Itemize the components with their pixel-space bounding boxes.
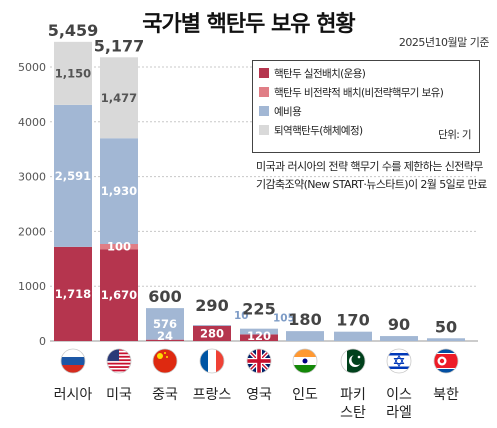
chart-title: 국가별 핵탄두 보유 현황 <box>142 12 355 37</box>
china-flag <box>153 349 177 373</box>
bar-segment-reserve <box>334 331 372 341</box>
segment-label: 2,591 <box>55 169 91 183</box>
category-label: 이스 <box>386 387 412 403</box>
category-label: 스탄 <box>340 405 366 421</box>
category-label: 중국 <box>152 387 178 403</box>
north-korea-flag-rim <box>433 348 459 374</box>
bar-segment-deployed <box>54 246 92 341</box>
legend-label-retired: 퇴역핵탄두(해체예정) <box>274 124 363 137</box>
bar-segment-reserve <box>240 328 278 335</box>
legend-swatch-reserve <box>259 106 269 116</box>
bar-segment-reserve <box>100 138 138 245</box>
total-label: 90 <box>388 315 410 334</box>
legend-swatch-deployed <box>259 68 269 78</box>
legend: 핵탄두 실전배치(운용) 핵탄두 비전략적 배치(비전략핵무기 보유) 예비용 … <box>252 60 480 153</box>
segment-label: 120 <box>247 329 271 343</box>
bar-segment-deployed <box>240 334 278 341</box>
category-label: 파키 <box>340 387 366 403</box>
unit-label: 단위: 기 <box>438 129 471 141</box>
israel-flag-rim <box>386 348 412 374</box>
category-label: 미국 <box>106 387 132 403</box>
total-label: 5,459 <box>48 21 99 40</box>
category-label: 라엘 <box>386 405 412 421</box>
bar-segment-reserve <box>427 338 465 341</box>
legend-item-non-deployed: 핵탄두 비전략적 배치(비전략핵무기 보유) <box>259 84 444 100</box>
israel-flag <box>387 349 411 373</box>
france-flag-rim <box>199 348 225 374</box>
bar-segment-non-deployed <box>100 244 138 250</box>
uk-flag-rim <box>246 348 272 374</box>
segment-label: 576 <box>153 317 177 331</box>
bar-segment-retired <box>54 41 92 105</box>
y-tick-label: 0 <box>39 335 46 348</box>
total-label: 225 <box>242 300 275 319</box>
category-label: 북한 <box>433 387 459 403</box>
category-label: 프랑스 <box>193 387 232 403</box>
legend-label-non-deployed: 핵탄두 비전략적 배치(비전략핵무기 보유) <box>274 86 444 99</box>
y-tick-label: 2000 <box>18 225 46 238</box>
north-korea-flag <box>434 349 458 373</box>
total-label: 180 <box>288 310 321 329</box>
legend-swatch-retired <box>259 125 269 135</box>
category-label: 영국 <box>246 387 272 403</box>
bar-segment-retired <box>100 57 138 139</box>
segment-label: 10 <box>234 310 249 322</box>
russia-flag <box>61 349 85 373</box>
bar-segment-deployed <box>146 339 184 341</box>
bar-segment-deployed <box>193 325 231 341</box>
segment-label: 280 <box>200 326 224 340</box>
legend-label-deployed: 핵탄두 실전배치(운용) <box>274 67 366 80</box>
legend-label-reserve: 예비용 <box>274 105 302 118</box>
segment-label: 105 <box>273 313 295 325</box>
bar-segment-reserve <box>146 308 184 340</box>
uk-flag <box>247 349 271 373</box>
bar-segment-reserve <box>380 336 418 341</box>
annotation-note: 미국과 러시아의 전략 핵무기 수를 제한하는 신전략무기감축조약(New ST… <box>256 160 487 191</box>
y-tick-label: 4000 <box>18 116 46 129</box>
usa-flag-rim <box>106 348 132 374</box>
legend-swatch-non-deployed <box>259 87 269 97</box>
category-label: 러시아 <box>54 387 93 403</box>
bar-segment-reserve <box>286 331 324 341</box>
france-flag <box>200 349 224 373</box>
total-label: 170 <box>336 311 369 330</box>
total-label: 290 <box>195 296 228 315</box>
segment-label: 1,150 <box>55 66 91 80</box>
legend-item-deployed: 핵탄두 실전배치(운용) <box>259 65 366 81</box>
segment-label: 100 <box>107 240 131 254</box>
legend-item-reserve: 예비용 <box>259 103 302 119</box>
reference-date: 2025년10월말 기준 <box>398 36 490 49</box>
bar-segment-reserve <box>193 325 231 326</box>
segment-label: 1,930 <box>101 184 137 198</box>
segment-label: 1,670 <box>101 288 137 302</box>
india-flag-rim <box>292 348 318 374</box>
total-label: 5,177 <box>94 36 145 55</box>
russia-flag-rim <box>60 348 86 374</box>
china-flag-rim <box>152 348 178 374</box>
bar-segment-reserve <box>54 104 92 247</box>
y-tick-label: 3000 <box>18 171 46 184</box>
total-label: 50 <box>435 317 457 336</box>
category-label: 인도 <box>292 387 318 403</box>
segment-label: 24 <box>157 329 173 343</box>
legend-item-retired: 퇴역핵탄두(해체예정) <box>259 122 363 138</box>
total-label: 600 <box>148 287 181 306</box>
y-tick-label: 1000 <box>18 280 46 293</box>
pakistan-flag-rim <box>340 348 366 374</box>
pakistan-flag <box>341 349 365 373</box>
y-tick-label: 5000 <box>18 61 46 74</box>
india-flag <box>293 349 317 373</box>
bar-segment-deployed <box>100 249 138 341</box>
segment-label: 1,718 <box>55 287 91 301</box>
segment-label: 1,477 <box>101 91 137 105</box>
